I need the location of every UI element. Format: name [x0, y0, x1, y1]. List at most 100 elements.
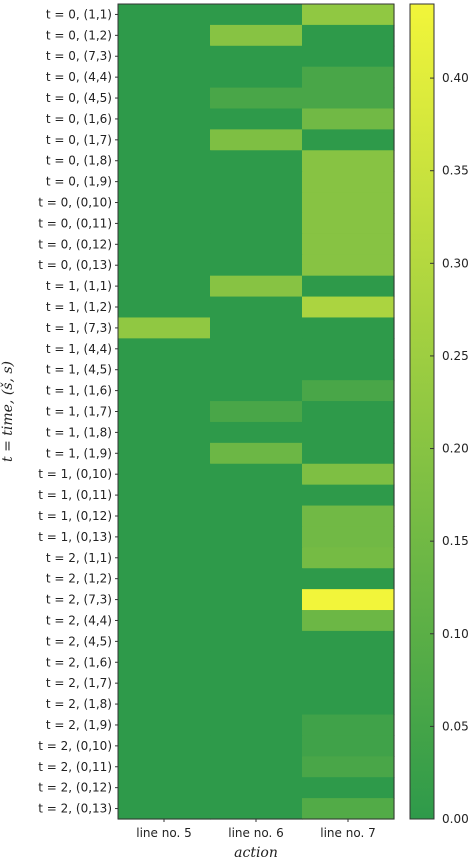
heatmap-cell	[210, 735, 303, 757]
heatmap-cell	[302, 129, 395, 151]
heatmap-cell	[302, 296, 395, 319]
y-tick-label: t = 1, (4,5)	[46, 363, 112, 377]
heatmap-cell	[210, 672, 303, 695]
heatmap-cell	[210, 714, 303, 737]
heatmap-cell	[302, 108, 395, 130]
heatmap-cell	[118, 108, 211, 130]
y-tick-label: t = 0, (0,13)	[38, 258, 112, 272]
colorbar-tick-label: 0.35	[442, 164, 469, 178]
heatmap-cell	[302, 338, 395, 360]
heatmap-cell	[210, 150, 303, 172]
heatmap-cell	[302, 192, 395, 214]
heatmap-cell	[302, 589, 395, 611]
heatmap-cell	[302, 756, 395, 778]
heatmap-cell	[118, 651, 211, 674]
heatmap-cell	[302, 798, 395, 820]
heatmap-cell	[118, 526, 211, 548]
heatmap-cell	[118, 714, 211, 737]
heatmap-cell	[210, 630, 303, 653]
colorbar	[409, 3, 435, 820]
heatmap-cell	[118, 212, 211, 235]
heatmap-cell	[118, 505, 211, 528]
heatmap-cell	[118, 66, 211, 89]
heatmap-cell	[302, 24, 395, 47]
x-tick-label: line no. 5	[136, 826, 191, 840]
heatmap-cell	[302, 547, 395, 569]
heatmap-cell	[210, 171, 303, 193]
heatmap-cell	[118, 672, 211, 695]
heatmap-cell	[118, 463, 211, 486]
y-tick-label: t = 2, (1,7)	[46, 676, 112, 690]
heatmap-cell	[302, 359, 395, 381]
y-tick-label: t = 2, (0,10)	[38, 739, 112, 753]
heatmap-cell	[302, 672, 395, 695]
y-tick-label: t = 0, (0,11)	[38, 216, 112, 230]
y-tick-label: t = 2, (4,4)	[46, 613, 112, 627]
y-tick-label: t = 2, (1,9)	[46, 718, 112, 732]
y-tick-label: t = 0, (1,1)	[46, 7, 112, 21]
heatmap-cell	[118, 296, 211, 319]
heatmap-cell	[210, 380, 303, 402]
heatmap-cell	[302, 66, 395, 89]
heatmap-cell	[302, 484, 395, 507]
heatmap-cell	[118, 4, 211, 26]
heatmap-cell	[210, 359, 303, 381]
heatmap-cell	[210, 254, 303, 277]
heatmap-cell	[210, 212, 303, 235]
colorbar-tick-label: 0.25	[442, 349, 469, 363]
y-tick-label: t = 0, (1,8)	[46, 154, 112, 168]
heatmap-cell	[210, 296, 303, 319]
heatmap-cell	[210, 547, 303, 569]
colorbar-tick-label: 0.30	[442, 256, 469, 270]
heatmap-cell	[210, 108, 303, 130]
heatmap-cell	[210, 589, 303, 611]
heatmap-cell	[210, 610, 303, 632]
y-tick-label: t = 0, (7,3)	[46, 49, 112, 63]
x-tick-label: line no. 6	[228, 826, 283, 840]
heatmap-cell	[118, 421, 211, 444]
y-tick-label: t = 0, (1,6)	[46, 112, 112, 126]
y-tick-label: t = 1, (1,7)	[46, 405, 112, 419]
heatmap-cell	[118, 317, 211, 339]
y-tick-label: t = 1, (0,10)	[38, 467, 112, 481]
heatmap-cell	[210, 756, 303, 778]
heatmap-cell	[302, 380, 395, 402]
heatmap-cell	[210, 526, 303, 548]
heatmap-cell	[210, 693, 303, 716]
heatmap-cell	[302, 317, 395, 339]
heatmap-cell	[302, 526, 395, 548]
heatmap-cell	[210, 24, 303, 47]
heatmap-cell	[302, 714, 395, 737]
heatmap-cell	[210, 66, 303, 89]
y-axis-title: t = time, (š, s)	[0, 361, 16, 462]
heatmap-cell	[210, 651, 303, 674]
heatmap-cell	[302, 568, 395, 590]
heatmap-cell	[302, 735, 395, 757]
heatmap-cell	[118, 693, 211, 716]
heatmap-cell	[210, 192, 303, 214]
heatmap-cell	[118, 254, 211, 277]
heatmap-cell	[302, 505, 395, 528]
heatmap-cell	[118, 484, 211, 507]
heatmap-cell	[118, 275, 211, 298]
heatmap-cell	[118, 568, 211, 590]
y-tick-label: t = 1, (1,2)	[46, 300, 112, 314]
heatmap-cell	[118, 589, 211, 611]
heatmap-cell	[210, 421, 303, 444]
x-tick-label: line no. 7	[320, 826, 375, 840]
heatmap-cell	[118, 24, 211, 47]
colorbar-tick-label: 0.20	[442, 442, 469, 456]
heatmap-cell	[118, 610, 211, 632]
y-tick-label: t = 1, (0,13)	[38, 530, 112, 544]
colorbar-ticks: 0.00 0.05 0.10 0.15 0.20 0.25 0.30 0.35 0.40	[430, 71, 469, 826]
heatmap-cell	[118, 756, 211, 778]
heatmap-cell	[302, 610, 395, 632]
x-axis-title: action	[234, 845, 278, 861]
y-tick-label: t = 0, (4,5)	[46, 91, 112, 105]
heatmap-cell	[302, 4, 395, 26]
heatmap-cell	[210, 777, 303, 799]
heatmap-cell	[118, 547, 211, 569]
y-tick-label: t = 1, (1,6)	[46, 384, 112, 398]
colorbar-tick-label: 0.15	[442, 534, 469, 548]
y-tick-label: t = 0, (4,4)	[46, 70, 112, 84]
